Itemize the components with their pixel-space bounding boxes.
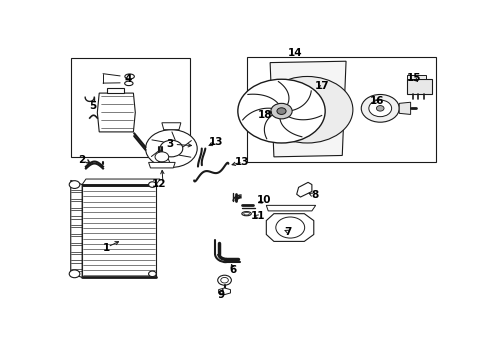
Circle shape <box>220 278 228 283</box>
Polygon shape <box>267 214 314 242</box>
Text: 8: 8 <box>311 190 318 200</box>
Bar <box>71 58 190 157</box>
Text: 3: 3 <box>166 139 173 149</box>
Circle shape <box>361 94 399 122</box>
Circle shape <box>262 76 353 143</box>
Polygon shape <box>407 75 426 79</box>
Circle shape <box>69 270 80 278</box>
Circle shape <box>148 182 156 187</box>
Ellipse shape <box>124 81 133 86</box>
Polygon shape <box>270 61 346 157</box>
Circle shape <box>369 100 392 117</box>
Circle shape <box>146 130 197 167</box>
Polygon shape <box>82 185 156 278</box>
Text: 17: 17 <box>315 81 329 91</box>
Polygon shape <box>219 288 230 294</box>
Polygon shape <box>71 180 82 278</box>
Polygon shape <box>82 179 160 185</box>
Text: 15: 15 <box>407 73 422 84</box>
Text: 1: 1 <box>102 243 110 253</box>
Polygon shape <box>399 102 411 114</box>
Circle shape <box>238 79 325 143</box>
Text: 10: 10 <box>257 195 271 205</box>
Text: 4: 4 <box>124 74 131 84</box>
Circle shape <box>160 140 183 157</box>
Text: 5: 5 <box>89 100 97 111</box>
Text: 13: 13 <box>235 157 249 167</box>
Polygon shape <box>98 93 135 132</box>
Ellipse shape <box>125 74 134 79</box>
Polygon shape <box>162 123 181 130</box>
Text: 14: 14 <box>288 48 302 58</box>
Circle shape <box>271 103 292 119</box>
Text: 9: 9 <box>217 290 224 300</box>
Text: 18: 18 <box>258 110 273 120</box>
Text: 2: 2 <box>78 155 85 165</box>
Ellipse shape <box>244 212 249 215</box>
Bar <box>247 57 437 162</box>
Text: 11: 11 <box>251 211 265 221</box>
Ellipse shape <box>242 212 251 216</box>
Circle shape <box>376 105 384 111</box>
Circle shape <box>218 275 231 285</box>
Circle shape <box>148 271 156 276</box>
Polygon shape <box>267 205 316 211</box>
Text: 13: 13 <box>209 137 223 147</box>
Text: 6: 6 <box>229 265 237 275</box>
Circle shape <box>69 181 80 188</box>
Polygon shape <box>148 162 175 168</box>
Polygon shape <box>407 79 432 94</box>
Polygon shape <box>297 183 312 197</box>
Circle shape <box>155 152 169 162</box>
Text: 12: 12 <box>152 179 167 189</box>
Circle shape <box>277 108 286 114</box>
Circle shape <box>276 217 305 238</box>
Text: 16: 16 <box>370 96 385 105</box>
Polygon shape <box>107 87 124 93</box>
Text: 7: 7 <box>284 227 291 237</box>
